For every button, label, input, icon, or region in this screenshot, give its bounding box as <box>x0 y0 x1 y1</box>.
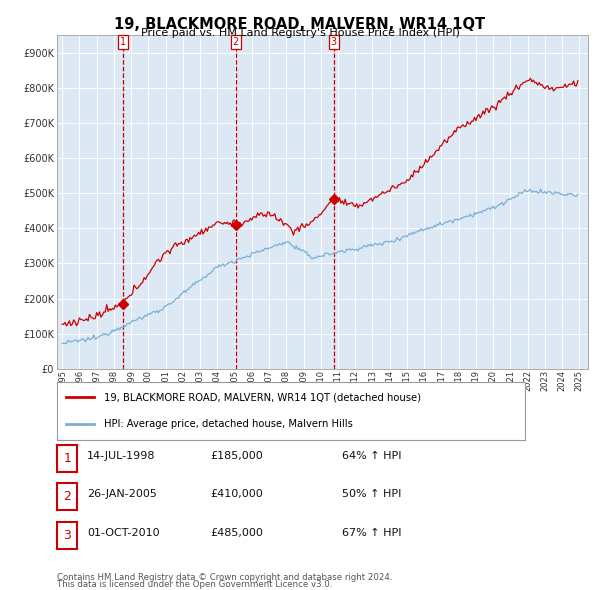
Text: 3: 3 <box>331 37 337 47</box>
Text: 1: 1 <box>63 452 71 465</box>
Text: Price paid vs. HM Land Registry's House Price Index (HPI): Price paid vs. HM Land Registry's House … <box>140 28 460 38</box>
Text: 19, BLACKMORE ROAD, MALVERN, WR14 1QT (detached house): 19, BLACKMORE ROAD, MALVERN, WR14 1QT (d… <box>104 392 421 402</box>
Text: 2: 2 <box>233 37 239 47</box>
Text: 01-OCT-2010: 01-OCT-2010 <box>87 528 160 537</box>
Text: HPI: Average price, detached house, Malvern Hills: HPI: Average price, detached house, Malv… <box>104 419 353 429</box>
Text: 1: 1 <box>120 37 126 47</box>
Text: £185,000: £185,000 <box>210 451 263 461</box>
Text: 2: 2 <box>63 490 71 503</box>
Text: 64% ↑ HPI: 64% ↑ HPI <box>342 451 401 461</box>
Text: This data is licensed under the Open Government Licence v3.0.: This data is licensed under the Open Gov… <box>57 581 332 589</box>
Text: Contains HM Land Registry data © Crown copyright and database right 2024.: Contains HM Land Registry data © Crown c… <box>57 573 392 582</box>
Text: 50% ↑ HPI: 50% ↑ HPI <box>342 490 401 499</box>
Text: 67% ↑ HPI: 67% ↑ HPI <box>342 528 401 537</box>
Text: 3: 3 <box>63 529 71 542</box>
Text: 14-JUL-1998: 14-JUL-1998 <box>87 451 155 461</box>
Text: £485,000: £485,000 <box>210 528 263 537</box>
Text: £410,000: £410,000 <box>210 490 263 499</box>
Text: 26-JAN-2005: 26-JAN-2005 <box>87 490 157 499</box>
Text: 19, BLACKMORE ROAD, MALVERN, WR14 1QT: 19, BLACKMORE ROAD, MALVERN, WR14 1QT <box>115 17 485 31</box>
